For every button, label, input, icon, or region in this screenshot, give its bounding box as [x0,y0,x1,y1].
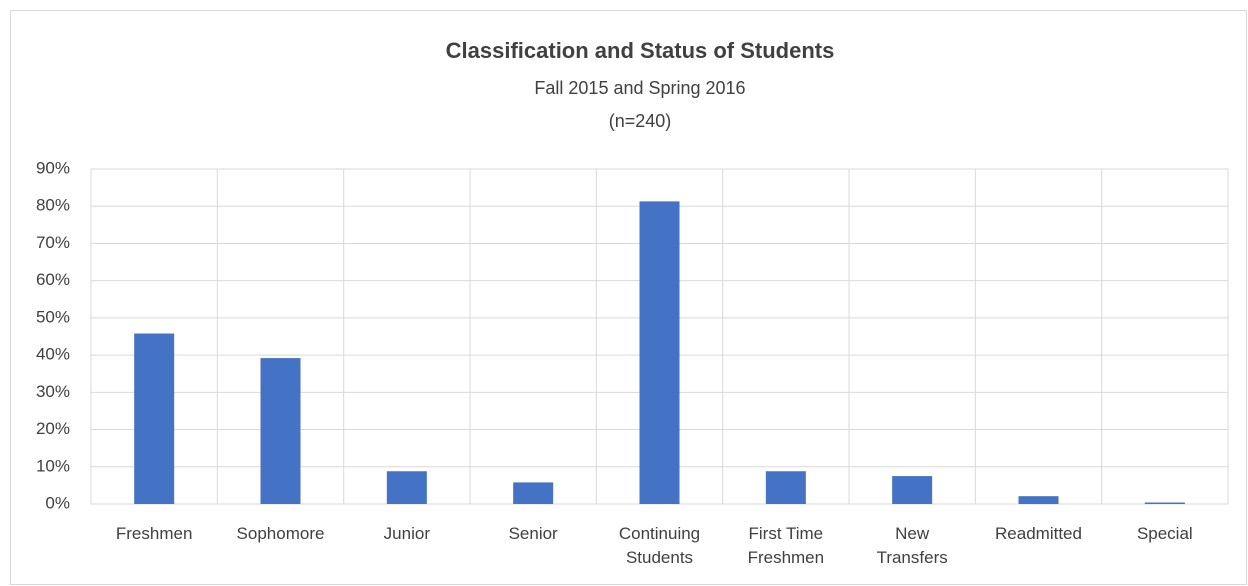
y-tick-label: 90% [36,158,70,177]
y-tick-label: 10% [36,456,70,475]
x-tick-label: Junior [383,524,430,543]
chart-border [10,10,1247,585]
chart-title: Classification and Status of Students [446,38,835,63]
y-tick-label: 80% [36,196,70,215]
bar [1144,502,1185,504]
bar [639,201,680,504]
x-tick-label: Freshmen [115,524,193,543]
chart-subtitle: Fall 2015 and Spring 2016 [534,78,745,98]
y-tick-label: 60% [36,270,70,289]
x-tick-label: Special [1136,524,1193,543]
bar [892,476,933,504]
y-tick-label: 0% [45,493,70,512]
bar [513,482,554,504]
bar [134,333,175,504]
x-tick-label: Senior [508,524,558,543]
bar [765,471,806,504]
y-tick-label: 50% [36,307,70,326]
y-tick-label: 20% [36,419,70,438]
y-tick-label: 70% [36,233,70,252]
y-tick-label: 40% [36,345,70,364]
bar [260,358,301,504]
x-tick-label: Continuing Students [618,524,701,567]
y-tick-label: 30% [36,382,70,401]
x-tick-label: Readmitted [995,524,1082,543]
chart-note: (n=240) [609,111,672,131]
bar [386,471,427,504]
x-tick-label: First Time Freshmen [747,524,825,567]
bar [1018,496,1059,504]
x-tick-label: Sophomore [236,524,325,543]
x-tick-label: New Transfers [876,524,948,567]
